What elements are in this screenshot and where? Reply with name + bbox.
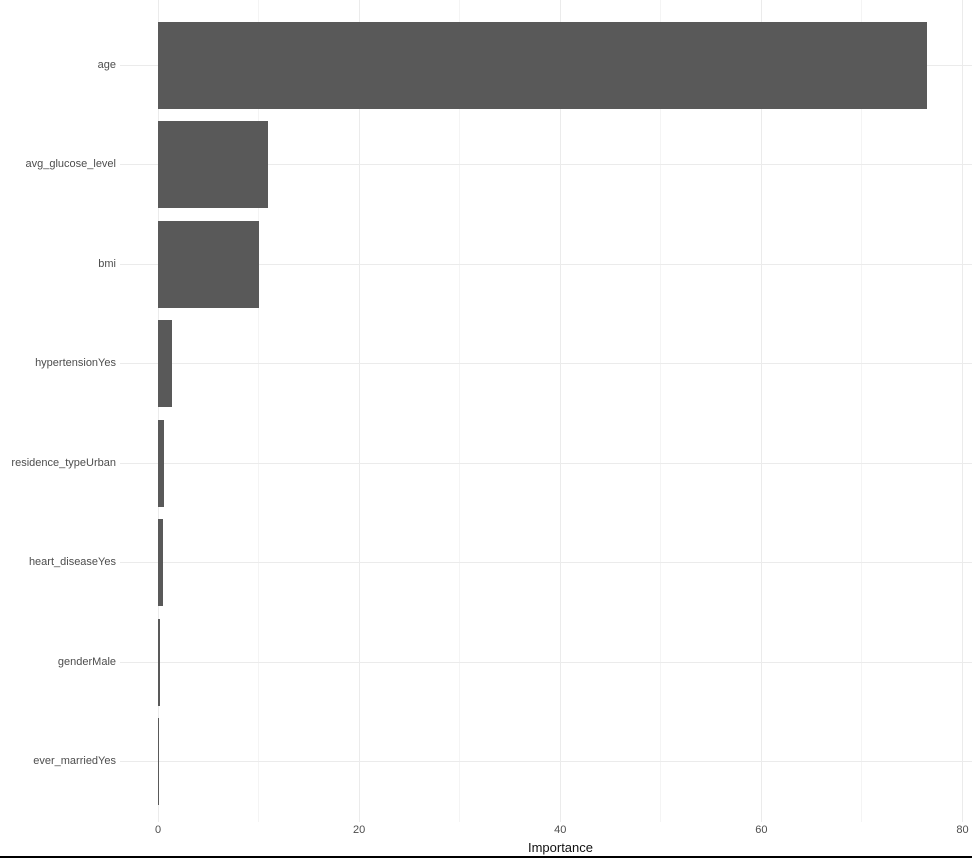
minor-gridline-x10 — [258, 0, 260, 822]
y-axis-label-ever_marriedYes: ever_marriedYes — [33, 755, 116, 768]
minor-gridline-x30 — [459, 0, 461, 822]
y-axis-label-genderMale: genderMale — [57, 655, 116, 668]
bar-bmi — [158, 220, 259, 308]
row-gridline-avg_glucose_level — [120, 164, 972, 166]
bar-ever_marriedYes — [158, 718, 160, 806]
bar-age — [158, 21, 928, 109]
x-tick-label-40: 40 — [554, 824, 567, 836]
row-gridline-heart_diseaseYes — [120, 562, 972, 564]
row-gridline-bmi — [120, 263, 972, 265]
row-gridline-hypertensionYes — [120, 363, 972, 365]
y-axis-label-avg_glucose_level: avg_glucose_level — [25, 158, 116, 171]
bar-avg_glucose_level — [158, 121, 268, 209]
y-axis-label-age: age — [97, 58, 116, 71]
major-gridline-x0 — [157, 0, 159, 822]
x-tick-label-20: 20 — [353, 824, 366, 836]
major-gridline-x60 — [760, 0, 762, 822]
minor-gridline-x70 — [861, 0, 863, 822]
y-axis-label-residence_typeUrban: residence_typeUrban — [11, 456, 116, 469]
major-gridline-x80 — [962, 0, 963, 822]
x-tick-label-60: 60 — [755, 824, 768, 836]
bar-heart_diseaseYes — [158, 519, 163, 607]
bar-residence_typeUrban — [158, 419, 165, 507]
row-gridline-genderMale — [120, 661, 972, 663]
major-gridline-x20 — [358, 0, 360, 822]
major-gridline-x40 — [559, 0, 561, 822]
y-axis-label-heart_diseaseYes: heart_diseaseYes — [28, 556, 116, 569]
row-gridline-ever_marriedYes — [120, 761, 972, 763]
row-gridline-residence_typeUrban — [120, 462, 972, 464]
bar-hypertensionYes — [158, 320, 173, 408]
x-tick-label-80: 80 — [956, 824, 969, 836]
y-axis-label-hypertensionYes: hypertensionYes — [35, 357, 116, 370]
y-axis-label-bmi: bmi — [98, 257, 116, 270]
window-border-line — [0, 856, 972, 858]
minor-gridline-x50 — [660, 0, 662, 822]
x-tick-label-0: 0 — [154, 824, 162, 836]
x-axis-title: Importance — [527, 840, 594, 855]
bar-genderMale — [158, 618, 160, 706]
